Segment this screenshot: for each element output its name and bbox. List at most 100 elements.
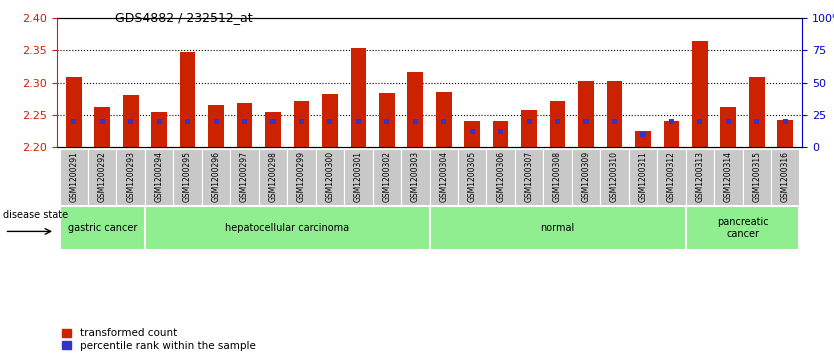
Bar: [94, 107, 110, 147]
Text: GSM1200306: GSM1200306: [496, 151, 505, 202]
Bar: [265, 112, 281, 147]
Bar: [66, 77, 82, 147]
FancyBboxPatch shape: [145, 206, 430, 250]
FancyBboxPatch shape: [88, 149, 117, 214]
Bar: [578, 81, 594, 147]
Text: GSM1200315: GSM1200315: [752, 151, 761, 202]
Bar: [526, 119, 531, 124]
Bar: [299, 119, 304, 124]
FancyBboxPatch shape: [373, 149, 401, 214]
Bar: [777, 120, 793, 147]
Text: GSM1200292: GSM1200292: [98, 151, 107, 202]
FancyBboxPatch shape: [59, 149, 88, 214]
Bar: [441, 119, 446, 124]
Text: GSM1200313: GSM1200313: [696, 151, 705, 202]
FancyBboxPatch shape: [458, 149, 486, 214]
Bar: [697, 119, 702, 124]
Text: GSM1200305: GSM1200305: [468, 151, 477, 202]
Text: GSM1200308: GSM1200308: [553, 151, 562, 202]
Bar: [493, 121, 509, 147]
FancyBboxPatch shape: [430, 206, 686, 250]
Bar: [408, 72, 423, 147]
Bar: [242, 119, 247, 124]
FancyBboxPatch shape: [145, 149, 173, 214]
Text: GSM1200311: GSM1200311: [639, 151, 647, 202]
Text: GSM1200295: GSM1200295: [183, 151, 192, 202]
Bar: [322, 94, 338, 147]
Bar: [550, 101, 565, 147]
Bar: [185, 119, 190, 124]
Text: GSM1200300: GSM1200300: [325, 151, 334, 202]
Bar: [749, 77, 765, 147]
FancyBboxPatch shape: [59, 206, 145, 250]
Text: GSM1200298: GSM1200298: [269, 151, 278, 202]
Bar: [379, 93, 394, 147]
Text: GSM1200303: GSM1200303: [411, 151, 420, 202]
Bar: [237, 103, 253, 147]
Text: GSM1200310: GSM1200310: [610, 151, 619, 202]
Bar: [636, 131, 651, 147]
Bar: [584, 119, 589, 124]
Bar: [436, 92, 451, 147]
Bar: [100, 119, 105, 124]
Bar: [606, 81, 622, 147]
Bar: [71, 119, 77, 124]
FancyBboxPatch shape: [686, 149, 714, 214]
FancyBboxPatch shape: [572, 149, 600, 214]
Bar: [151, 112, 167, 147]
Bar: [328, 119, 333, 124]
FancyBboxPatch shape: [401, 149, 430, 214]
Bar: [555, 119, 560, 124]
FancyBboxPatch shape: [515, 149, 543, 214]
Bar: [612, 119, 617, 124]
Text: GSM1200294: GSM1200294: [154, 151, 163, 202]
Text: GSM1200296: GSM1200296: [212, 151, 220, 202]
FancyBboxPatch shape: [486, 149, 515, 214]
Text: GSM1200314: GSM1200314: [724, 151, 733, 202]
Text: disease state: disease state: [3, 210, 68, 220]
Bar: [208, 105, 224, 147]
Bar: [356, 119, 361, 124]
Bar: [180, 52, 195, 147]
Text: GSM1200297: GSM1200297: [240, 151, 249, 202]
FancyBboxPatch shape: [259, 149, 287, 214]
Text: GSM1200304: GSM1200304: [440, 151, 448, 202]
Text: GSM1200293: GSM1200293: [126, 151, 135, 202]
Text: GSM1200307: GSM1200307: [525, 151, 534, 202]
Bar: [157, 119, 162, 124]
Bar: [664, 121, 679, 147]
Text: GSM1200316: GSM1200316: [781, 151, 790, 202]
FancyBboxPatch shape: [657, 149, 686, 214]
Text: GSM1200302: GSM1200302: [382, 151, 391, 202]
FancyBboxPatch shape: [230, 149, 259, 214]
FancyBboxPatch shape: [771, 149, 800, 214]
FancyBboxPatch shape: [714, 149, 742, 214]
Bar: [123, 95, 138, 147]
FancyBboxPatch shape: [287, 149, 316, 214]
Text: gastric cancer: gastric cancer: [68, 223, 137, 233]
Bar: [726, 119, 731, 124]
FancyBboxPatch shape: [173, 149, 202, 214]
Bar: [128, 119, 133, 124]
FancyBboxPatch shape: [344, 149, 373, 214]
Bar: [470, 129, 475, 134]
Bar: [384, 119, 389, 124]
FancyBboxPatch shape: [629, 149, 657, 214]
FancyBboxPatch shape: [742, 149, 771, 214]
Text: GSM1200301: GSM1200301: [354, 151, 363, 202]
Text: GDS4882 / 232512_at: GDS4882 / 232512_at: [115, 11, 253, 24]
Bar: [692, 41, 708, 147]
FancyBboxPatch shape: [430, 149, 458, 214]
Bar: [669, 119, 674, 124]
FancyBboxPatch shape: [202, 149, 230, 214]
Bar: [294, 101, 309, 147]
FancyBboxPatch shape: [316, 149, 344, 214]
FancyBboxPatch shape: [600, 149, 629, 214]
Bar: [721, 107, 736, 147]
FancyBboxPatch shape: [543, 149, 572, 214]
Text: pancreatic
cancer: pancreatic cancer: [716, 217, 768, 238]
Bar: [270, 119, 275, 124]
Bar: [641, 131, 646, 137]
Text: GSM1200312: GSM1200312: [667, 151, 676, 202]
Bar: [214, 119, 219, 124]
